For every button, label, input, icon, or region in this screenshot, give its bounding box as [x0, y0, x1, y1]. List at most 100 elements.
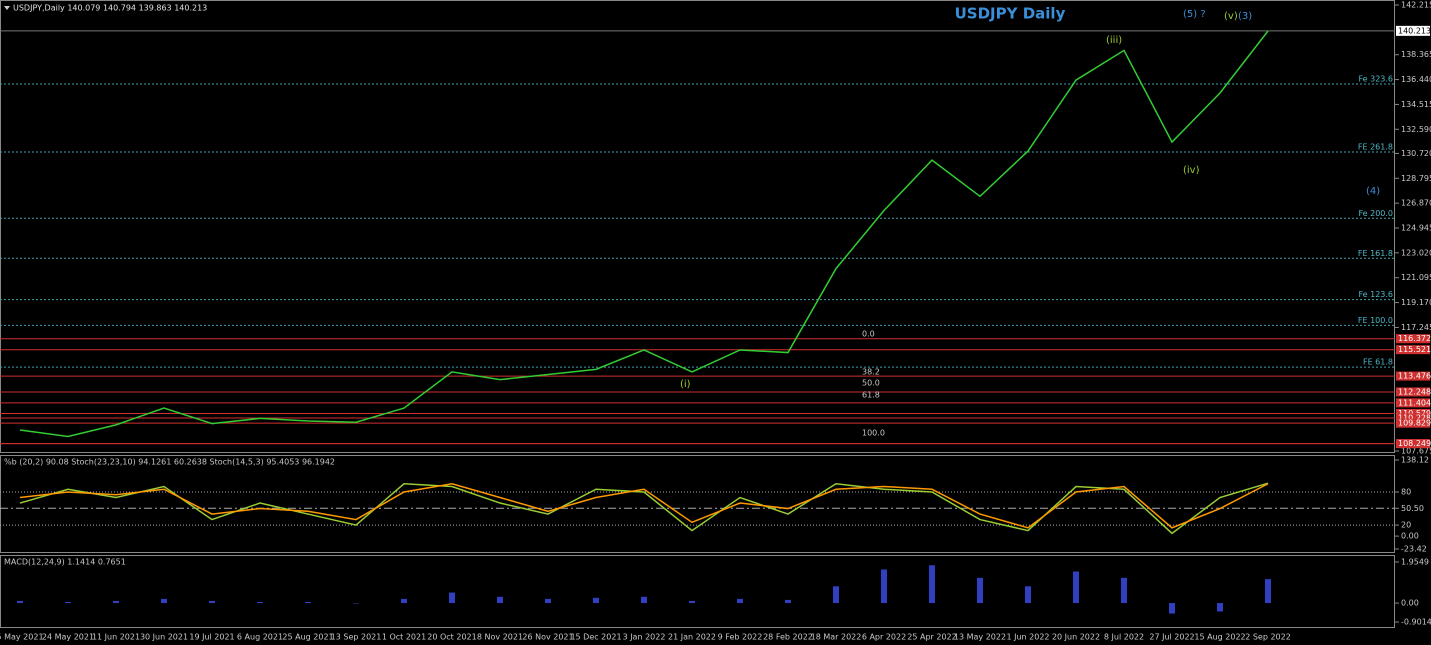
y-tick-label: 0.00 [1401, 532, 1419, 541]
y-tick-label: 138.365 [1401, 50, 1431, 59]
x-tick-label: 3 Jan 2022 [623, 633, 666, 642]
histogram-bar [305, 602, 311, 604]
x-tick-label: 9 Feb 2022 [718, 633, 763, 642]
histogram-bar [545, 598, 551, 604]
wave-label: (i) [680, 379, 691, 390]
x-tick-label: 21 Jan 2022 [668, 633, 716, 642]
retracement-label: 100.0 [862, 429, 885, 438]
x-tick-label: 8 Jul 2022 [1104, 633, 1144, 642]
x-tick-label: 20 Oct 2021 [427, 633, 476, 642]
y-tick-label: 117.245 [1401, 323, 1431, 332]
y-tick-label: 138.12 [1401, 456, 1429, 465]
y-tick-label: 136.440 [1401, 75, 1431, 84]
line-series [19, 482, 1269, 535]
y-tick-label: 128.795 [1401, 174, 1431, 183]
x-tick-label: 28 Feb 2022 [763, 633, 813, 642]
y-tick-label: 142.215 [1401, 1, 1431, 10]
level-label: 111.404 [1398, 398, 1431, 407]
x-tick-label: 24 May 2021 [42, 633, 94, 642]
x-tick-label: 1 Jun 2022 [1006, 633, 1049, 642]
line-series [19, 482, 1269, 529]
x-tick-label: 13 Sep 2021 [331, 633, 382, 642]
x-tick-label: 27 Jul 2022 [1149, 633, 1194, 642]
level-label-box [1396, 398, 1430, 408]
y-tick-label: -23.42 [1401, 545, 1427, 554]
level-label-box [1396, 439, 1430, 449]
macd-panel-frame [0, 555, 1395, 628]
level-label: 108.249 [1398, 439, 1431, 448]
histogram-bar [65, 602, 71, 604]
level-label: 112.248 [1398, 387, 1431, 396]
histogram-bar [689, 600, 695, 604]
menu-icon[interactable] [4, 6, 10, 10]
level-label-box [1396, 387, 1430, 397]
histogram-bar [785, 599, 791, 604]
histogram-bar [737, 598, 743, 604]
line-series [19, 30, 1269, 438]
retracement-label: 0.0 [862, 330, 875, 339]
y-tick-label: 132.590 [1401, 125, 1431, 134]
wave-label: (5) ? [1183, 9, 1206, 20]
x-tick-label: 2 Sep 2022 [1245, 633, 1291, 642]
histogram-bar [593, 597, 599, 604]
x-tick-label: 20 Jun 2022 [1052, 633, 1100, 642]
y-tick-label: 126.870 [1401, 199, 1431, 208]
histogram-bar [1217, 603, 1223, 612]
y-tick-label: 50.50 [1401, 504, 1424, 513]
level-label-box [1396, 413, 1430, 423]
x-tick-label: 26 Nov 2021 [522, 633, 573, 642]
fib-level-label: FE 100.0 [1358, 316, 1393, 325]
x-tick-label: 8 Nov 2021 [477, 633, 523, 642]
x-tick-label: 5 May 2021 [0, 633, 44, 642]
y-tick-label: 134.515 [1401, 100, 1431, 109]
x-tick-label: 15 Dec 2021 [570, 633, 621, 642]
level-label: 109.829 [1398, 419, 1431, 428]
y-tick-label: 123.020 [1401, 248, 1431, 257]
level-label: 113.476 [1398, 372, 1431, 381]
level-label-box [1396, 345, 1430, 355]
histogram-bar [401, 598, 407, 604]
fib-level-label: FE 161.8 [1358, 249, 1393, 258]
fib-level-label: FE 261.8 [1358, 143, 1393, 152]
level-label-box [1396, 371, 1430, 381]
y-tick-label: 80 [1401, 488, 1411, 497]
y-tick-label: 121.095 [1401, 273, 1431, 282]
x-tick-label: 11 Jun 2021 [92, 633, 140, 642]
histogram-bar [881, 569, 887, 604]
histogram-bar [1025, 586, 1031, 604]
fib-level-label: Fe 323.6 [1358, 74, 1393, 83]
stoch-title: %b (20,2) 90.08 Stoch(23,23,10) 94.1261 … [4, 458, 335, 467]
retracement-label: 38.2 [862, 368, 880, 377]
level-label: 110.228 [1398, 414, 1431, 423]
histogram-bar [1265, 579, 1271, 604]
histogram-bar [929, 565, 935, 604]
histogram-bar [1169, 603, 1175, 614]
level-label-box [1396, 418, 1430, 428]
macd-title: MACD(12,24,9) 1.1414 0.7651 [4, 558, 126, 567]
x-tick-label: 6 Apr 2022 [862, 633, 906, 642]
histogram-bar [17, 600, 23, 604]
wave-label: (v) [1224, 11, 1238, 22]
fib-level-label: FE 61.8 [1363, 358, 1393, 367]
wave-label: (iv) [1183, 165, 1200, 176]
retracement-label: 50.0 [862, 379, 880, 388]
x-tick-label: 25 Apr 2022 [907, 633, 956, 642]
y-tick-label: 20 [1401, 521, 1411, 530]
histogram-bar [113, 600, 119, 604]
y-tick-label: 130.720 [1401, 149, 1431, 158]
y-tick-label: 1.9549 [1401, 558, 1429, 567]
level-label-box [1396, 334, 1430, 344]
y-tick-label: 0.00 [1401, 599, 1419, 608]
chart-title: USDJPY Daily [955, 5, 1066, 23]
x-tick-label: 19 Jul 2021 [189, 633, 234, 642]
histogram-bar [977, 577, 983, 604]
histogram-bar [449, 592, 455, 604]
price-panel-frame [0, 0, 1395, 453]
histogram-bar [161, 598, 167, 604]
histogram-bar [209, 600, 215, 604]
wave-label: (4) [1366, 186, 1380, 197]
y-tick-label: 107.675 [1401, 447, 1431, 456]
x-tick-label: 25 Aug 2021 [282, 633, 333, 642]
